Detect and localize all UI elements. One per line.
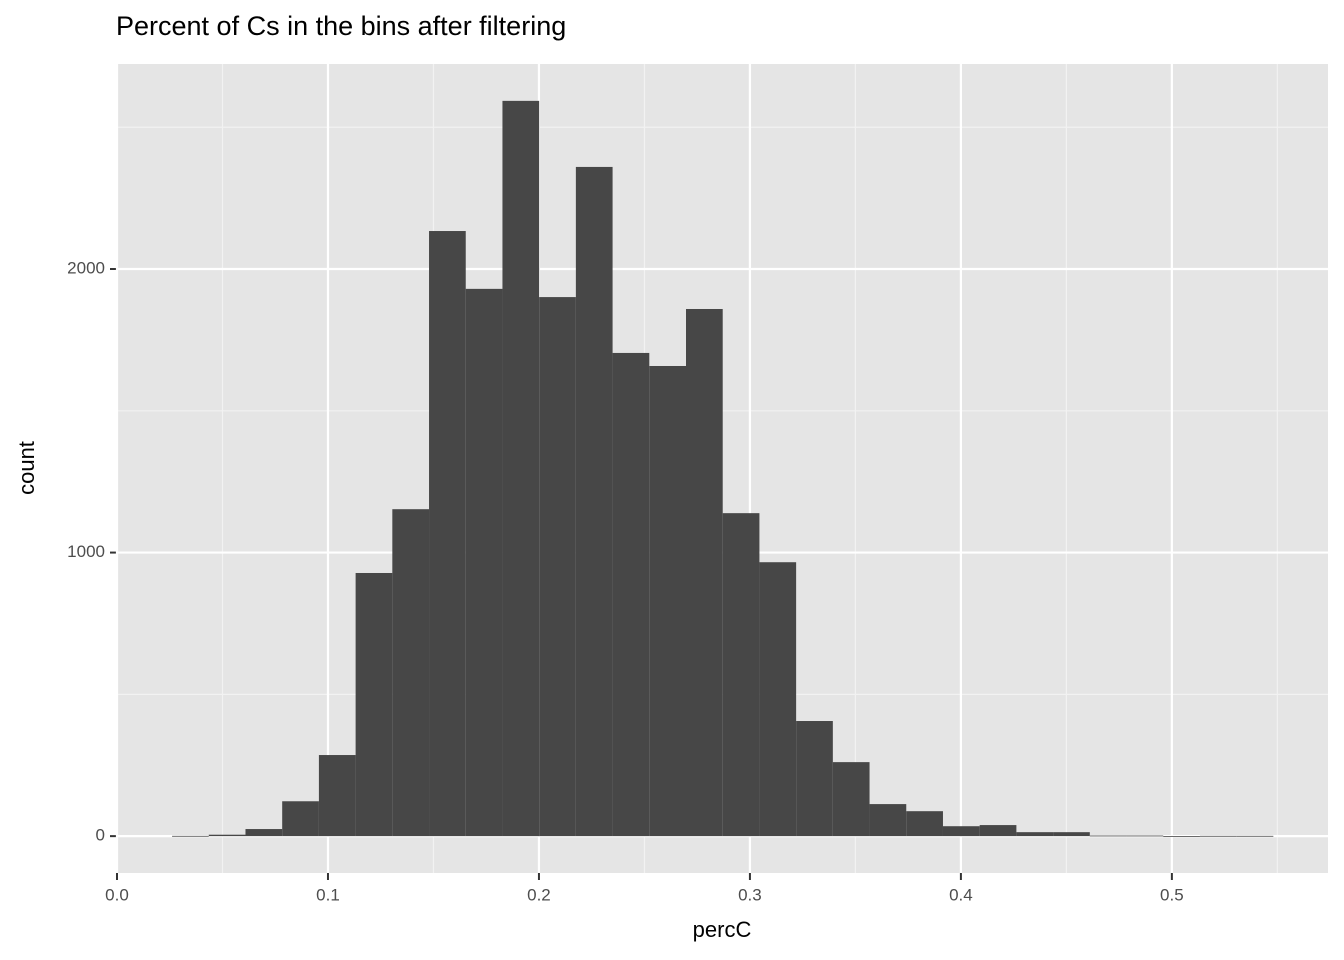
bar [1199,835,1237,837]
bar [172,835,209,837]
bar [465,288,503,837]
y-tick-label: 1000 [67,542,105,561]
bar [649,365,687,837]
bar [1016,832,1054,837]
bar [1126,835,1164,837]
bar [502,100,540,837]
bar [979,825,1017,837]
bar [832,762,870,837]
bar [942,826,980,837]
y-tick-label: 2000 [67,258,105,277]
bar [686,308,723,837]
bar [1053,832,1090,837]
bar [575,166,613,837]
bar [539,297,576,837]
bar [796,721,833,837]
x-tick-label: 0.1 [316,885,340,904]
bar [245,829,283,837]
bar [759,562,797,837]
bar [429,231,466,837]
x-axis-title: percC [693,917,752,942]
bar [392,509,430,837]
bar [1089,835,1127,837]
bar [722,513,760,837]
bar [318,755,356,837]
bar [355,572,393,837]
x-tick-label: 0.5 [1160,885,1184,904]
bar [1163,836,1200,837]
bar [1236,835,1274,837]
bar [869,804,907,837]
y-axis-title: count [14,441,39,495]
bar [208,834,246,837]
bar [282,801,319,837]
x-tick-label: 0.4 [949,885,973,904]
bar [612,352,650,837]
x-tick-label: 0.0 [105,885,129,904]
bar [906,811,943,837]
y-tick-label: 0 [96,826,105,845]
x-tick-label: 0.3 [738,885,762,904]
chart-title: Percent of Cs in the bins after filterin… [116,11,566,41]
x-tick-label: 0.2 [527,885,551,904]
